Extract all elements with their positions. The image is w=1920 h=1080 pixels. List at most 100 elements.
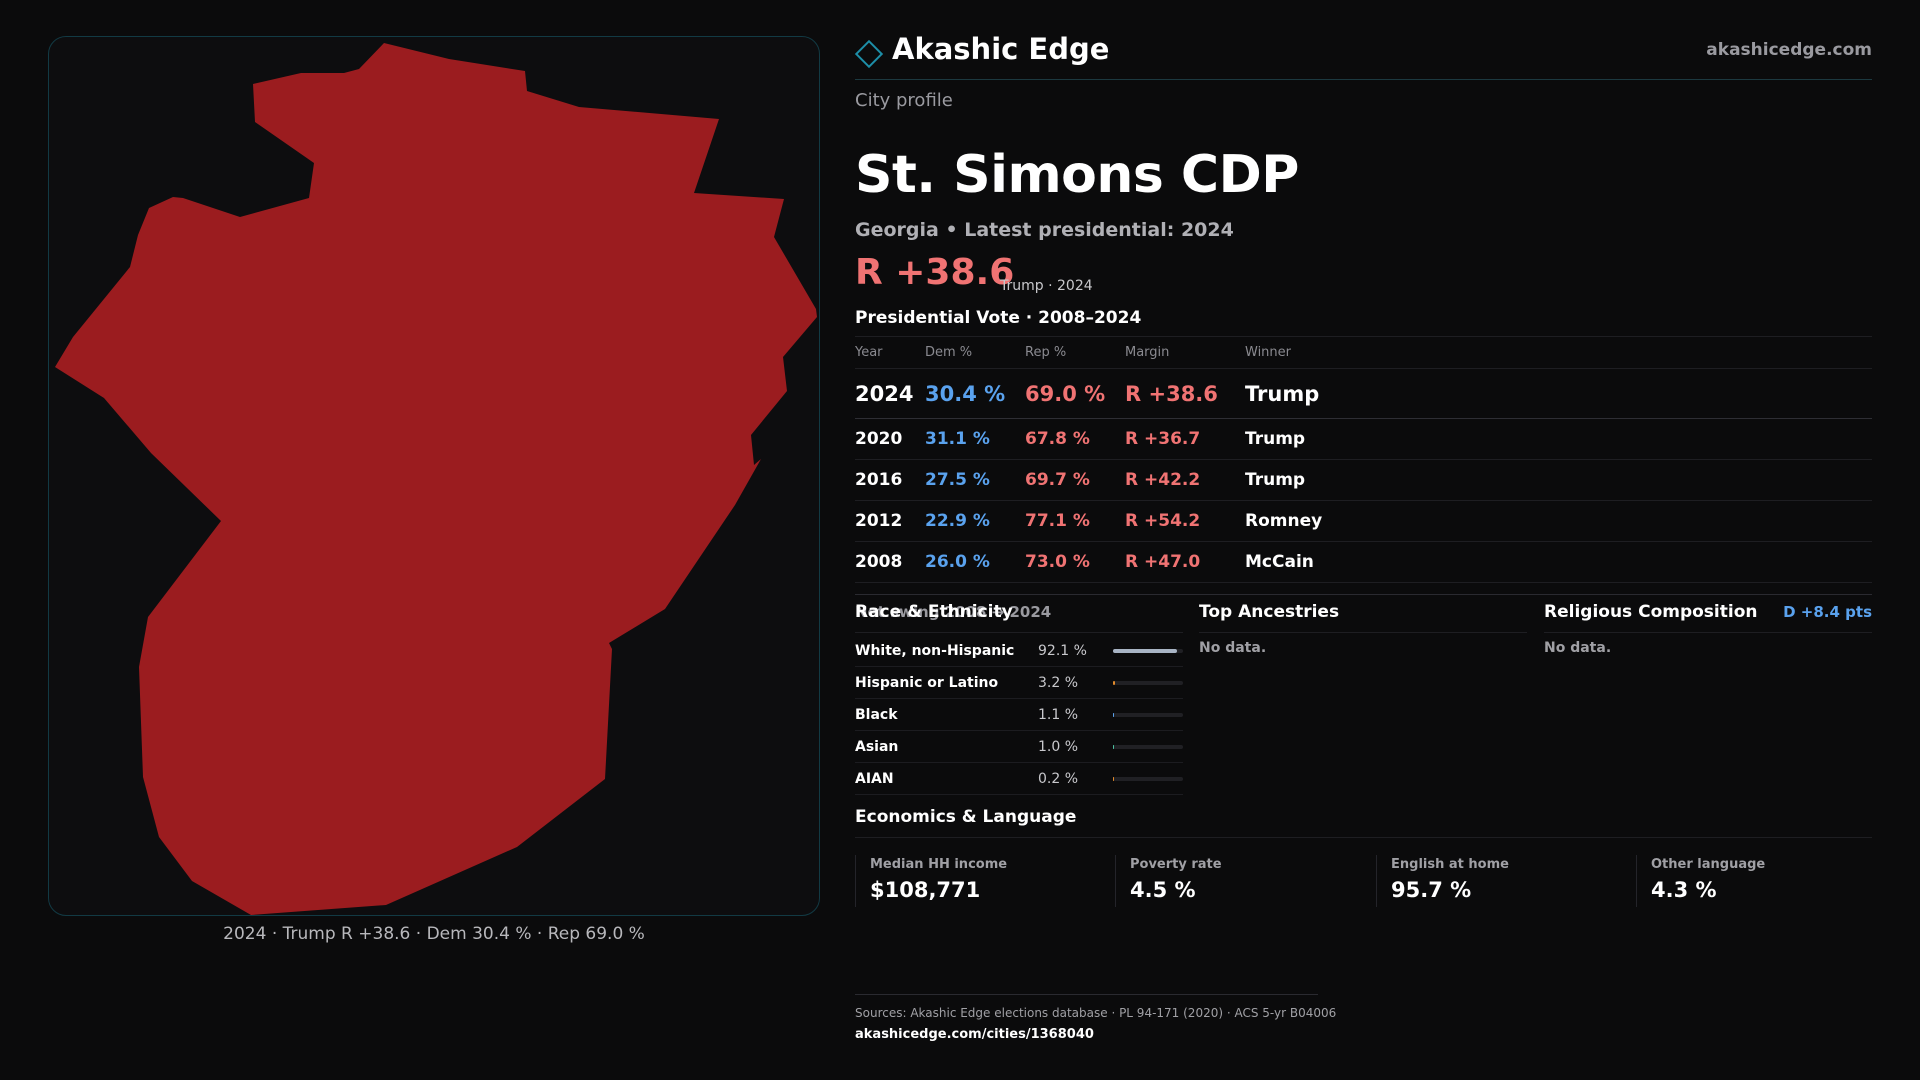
race-label: White, non-Hispanic: [855, 643, 1015, 659]
cell-dem: 26.0 %: [925, 541, 1025, 583]
race-row: AIAN 0.2 %: [855, 763, 1183, 795]
page-title: St. Simons CDP: [855, 145, 1299, 205]
cell-margin: R +42.2: [1125, 459, 1245, 501]
econ-label: Other language: [1651, 857, 1766, 872]
cell-rep: 69.0 %: [1025, 368, 1125, 419]
econ-label: Median HH income: [870, 857, 1008, 872]
econ-value: 4.3 %: [1651, 878, 1717, 902]
vote-table-header: Year Dem % Rep % Margin Winner: [855, 336, 1872, 369]
race-row: White, non-Hispanic 92.1 %: [855, 635, 1183, 667]
race-row: Asian 1.0 %: [855, 731, 1183, 763]
headline-margin: R +38.6: [855, 252, 1015, 293]
race-bar-track: [1113, 713, 1183, 717]
race-pct: 1.0 %: [1038, 739, 1079, 755]
site-link[interactable]: akashicedge.com: [1706, 40, 1872, 60]
net-swing-row: Net swing 2008 → 2024 D +8.4 pts: [855, 594, 1872, 628]
economics-section-title: Economics & Language: [855, 807, 1077, 827]
net-swing-label: Net swing 2008 → 2024: [855, 603, 1052, 621]
econ-label: English at home: [1391, 857, 1509, 872]
table-row: 2008 26.0 % 73.0 % R +47.0 McCain: [855, 541, 1872, 583]
cell-dem: 27.5 %: [925, 459, 1025, 501]
header-bar: Akashic Edge akashicedge.com: [854, 30, 1872, 80]
race-bar-fill: [1113, 777, 1114, 781]
table-row: 2020 31.1 % 67.8 % R +36.7 Trump: [855, 418, 1872, 460]
cell-margin: R +54.2: [1125, 500, 1245, 542]
net-swing-value: D +8.4 pts: [1783, 603, 1872, 621]
cell-rep: 77.1 %: [1025, 500, 1125, 542]
race-section-title: Race & Ethnicity: [855, 602, 1013, 622]
cell-year: 2008: [855, 541, 925, 583]
profile-panel: Akashic Edge akashicedge.com City profil…: [854, 30, 1872, 838]
diamond-logo-icon: [854, 39, 884, 69]
cell-winner: Trump: [1245, 418, 1872, 460]
race-bar-fill: [1113, 681, 1116, 685]
cell-winner: Trump: [1245, 368, 1872, 419]
ancestries-section-divider: [1199, 632, 1527, 633]
cell-rep: 73.0 %: [1025, 541, 1125, 583]
race-label: Asian: [855, 739, 899, 755]
map-panel: [48, 36, 820, 916]
cell-dem: 31.1 %: [925, 418, 1025, 460]
cell-margin: R +38.6: [1125, 368, 1245, 419]
column-header-margin: Margin: [1125, 336, 1245, 369]
race-bar-track: [1113, 681, 1183, 685]
race-bar-fill: [1113, 713, 1114, 717]
cell-dem: 22.9 %: [925, 500, 1025, 542]
race-label: AIAN: [855, 771, 894, 787]
cell-dem: 30.4 %: [925, 368, 1025, 419]
cell-margin: R +47.0: [1125, 541, 1245, 583]
cell-year: 2024: [855, 368, 925, 419]
race-bar-fill: [1113, 649, 1178, 653]
econ-value: 95.7 %: [1391, 878, 1472, 902]
cell-rep: 67.8 %: [1025, 418, 1125, 460]
table-row: 2016 27.5 % 69.7 % R +42.2 Trump: [855, 459, 1872, 501]
cell-winner: McCain: [1245, 541, 1872, 583]
race-label: Black: [855, 707, 898, 723]
econ-value: 4.5 %: [1130, 878, 1196, 902]
ancestries-empty-text: No data.: [1199, 640, 1267, 656]
city-boundary-map: [55, 43, 817, 915]
econ-cell-poverty: Poverty rate 4.5 %: [1115, 855, 1370, 907]
race-label: Hispanic or Latino: [855, 675, 999, 691]
vote-table-title: Presidential Vote · 2008–2024: [855, 308, 1142, 328]
race-pct: 1.1 %: [1038, 707, 1079, 723]
cell-winner: Romney: [1245, 500, 1872, 542]
column-header-year: Year: [855, 336, 925, 369]
column-header-winner: Winner: [1245, 336, 1872, 369]
column-header-dem: Dem %: [925, 336, 1025, 369]
econ-cell-other-language: Other language 4.3 %: [1636, 855, 1872, 907]
cell-year: 2016: [855, 459, 925, 501]
cell-winner: Trump: [1245, 459, 1872, 501]
table-row: 2024 30.4 % 69.0 % R +38.6 Trump: [855, 368, 1872, 419]
column-header-rep: Rep %: [1025, 336, 1125, 369]
table-row: 2012 22.9 % 77.1 % R +54.2 Romney: [855, 500, 1872, 542]
cell-year: 2020: [855, 418, 925, 460]
headline-note: Trump · 2024: [1000, 278, 1093, 294]
permalink[interactable]: akashicedge.com/cities/1368040: [855, 1027, 1094, 1042]
race-pct: 3.2 %: [1038, 675, 1079, 691]
ancestries-section-title: Top Ancestries: [1199, 602, 1340, 622]
cell-rep: 69.7 %: [1025, 459, 1125, 501]
econ-label: Poverty rate: [1130, 857, 1222, 872]
race-bar-track: [1113, 777, 1183, 781]
city-boundary-shape: [55, 43, 817, 915]
race-pct: 0.2 %: [1038, 771, 1079, 787]
race-row: Black 1.1 %: [855, 699, 1183, 731]
race-pct: 92.1 %: [1038, 643, 1087, 659]
page-subtitle: Georgia • Latest presidential: 2024: [855, 219, 1234, 241]
race-bar-fill: [1113, 745, 1114, 749]
race-section-divider: [855, 632, 1183, 633]
brand-name: Akashic Edge: [892, 32, 1110, 66]
race-bar-track: [1113, 649, 1183, 653]
econ-cell-english: English at home 95.7 %: [1376, 855, 1631, 907]
cell-year: 2012: [855, 500, 925, 542]
econ-cell-income: Median HH income $108,771: [855, 855, 1110, 907]
race-bar-track: [1113, 745, 1183, 749]
cell-margin: R +36.7: [1125, 418, 1245, 460]
religion-section-title: Religious Composition: [1544, 602, 1758, 622]
economics-section-divider: [855, 837, 1872, 838]
vote-table: Year Dem % Rep % Margin Winner 2024 30.4…: [855, 336, 1872, 583]
religion-section-divider: [1544, 632, 1872, 633]
sources-text: Sources: Akashic Edge elections database…: [855, 1006, 1337, 1020]
econ-value: $108,771: [870, 878, 981, 902]
